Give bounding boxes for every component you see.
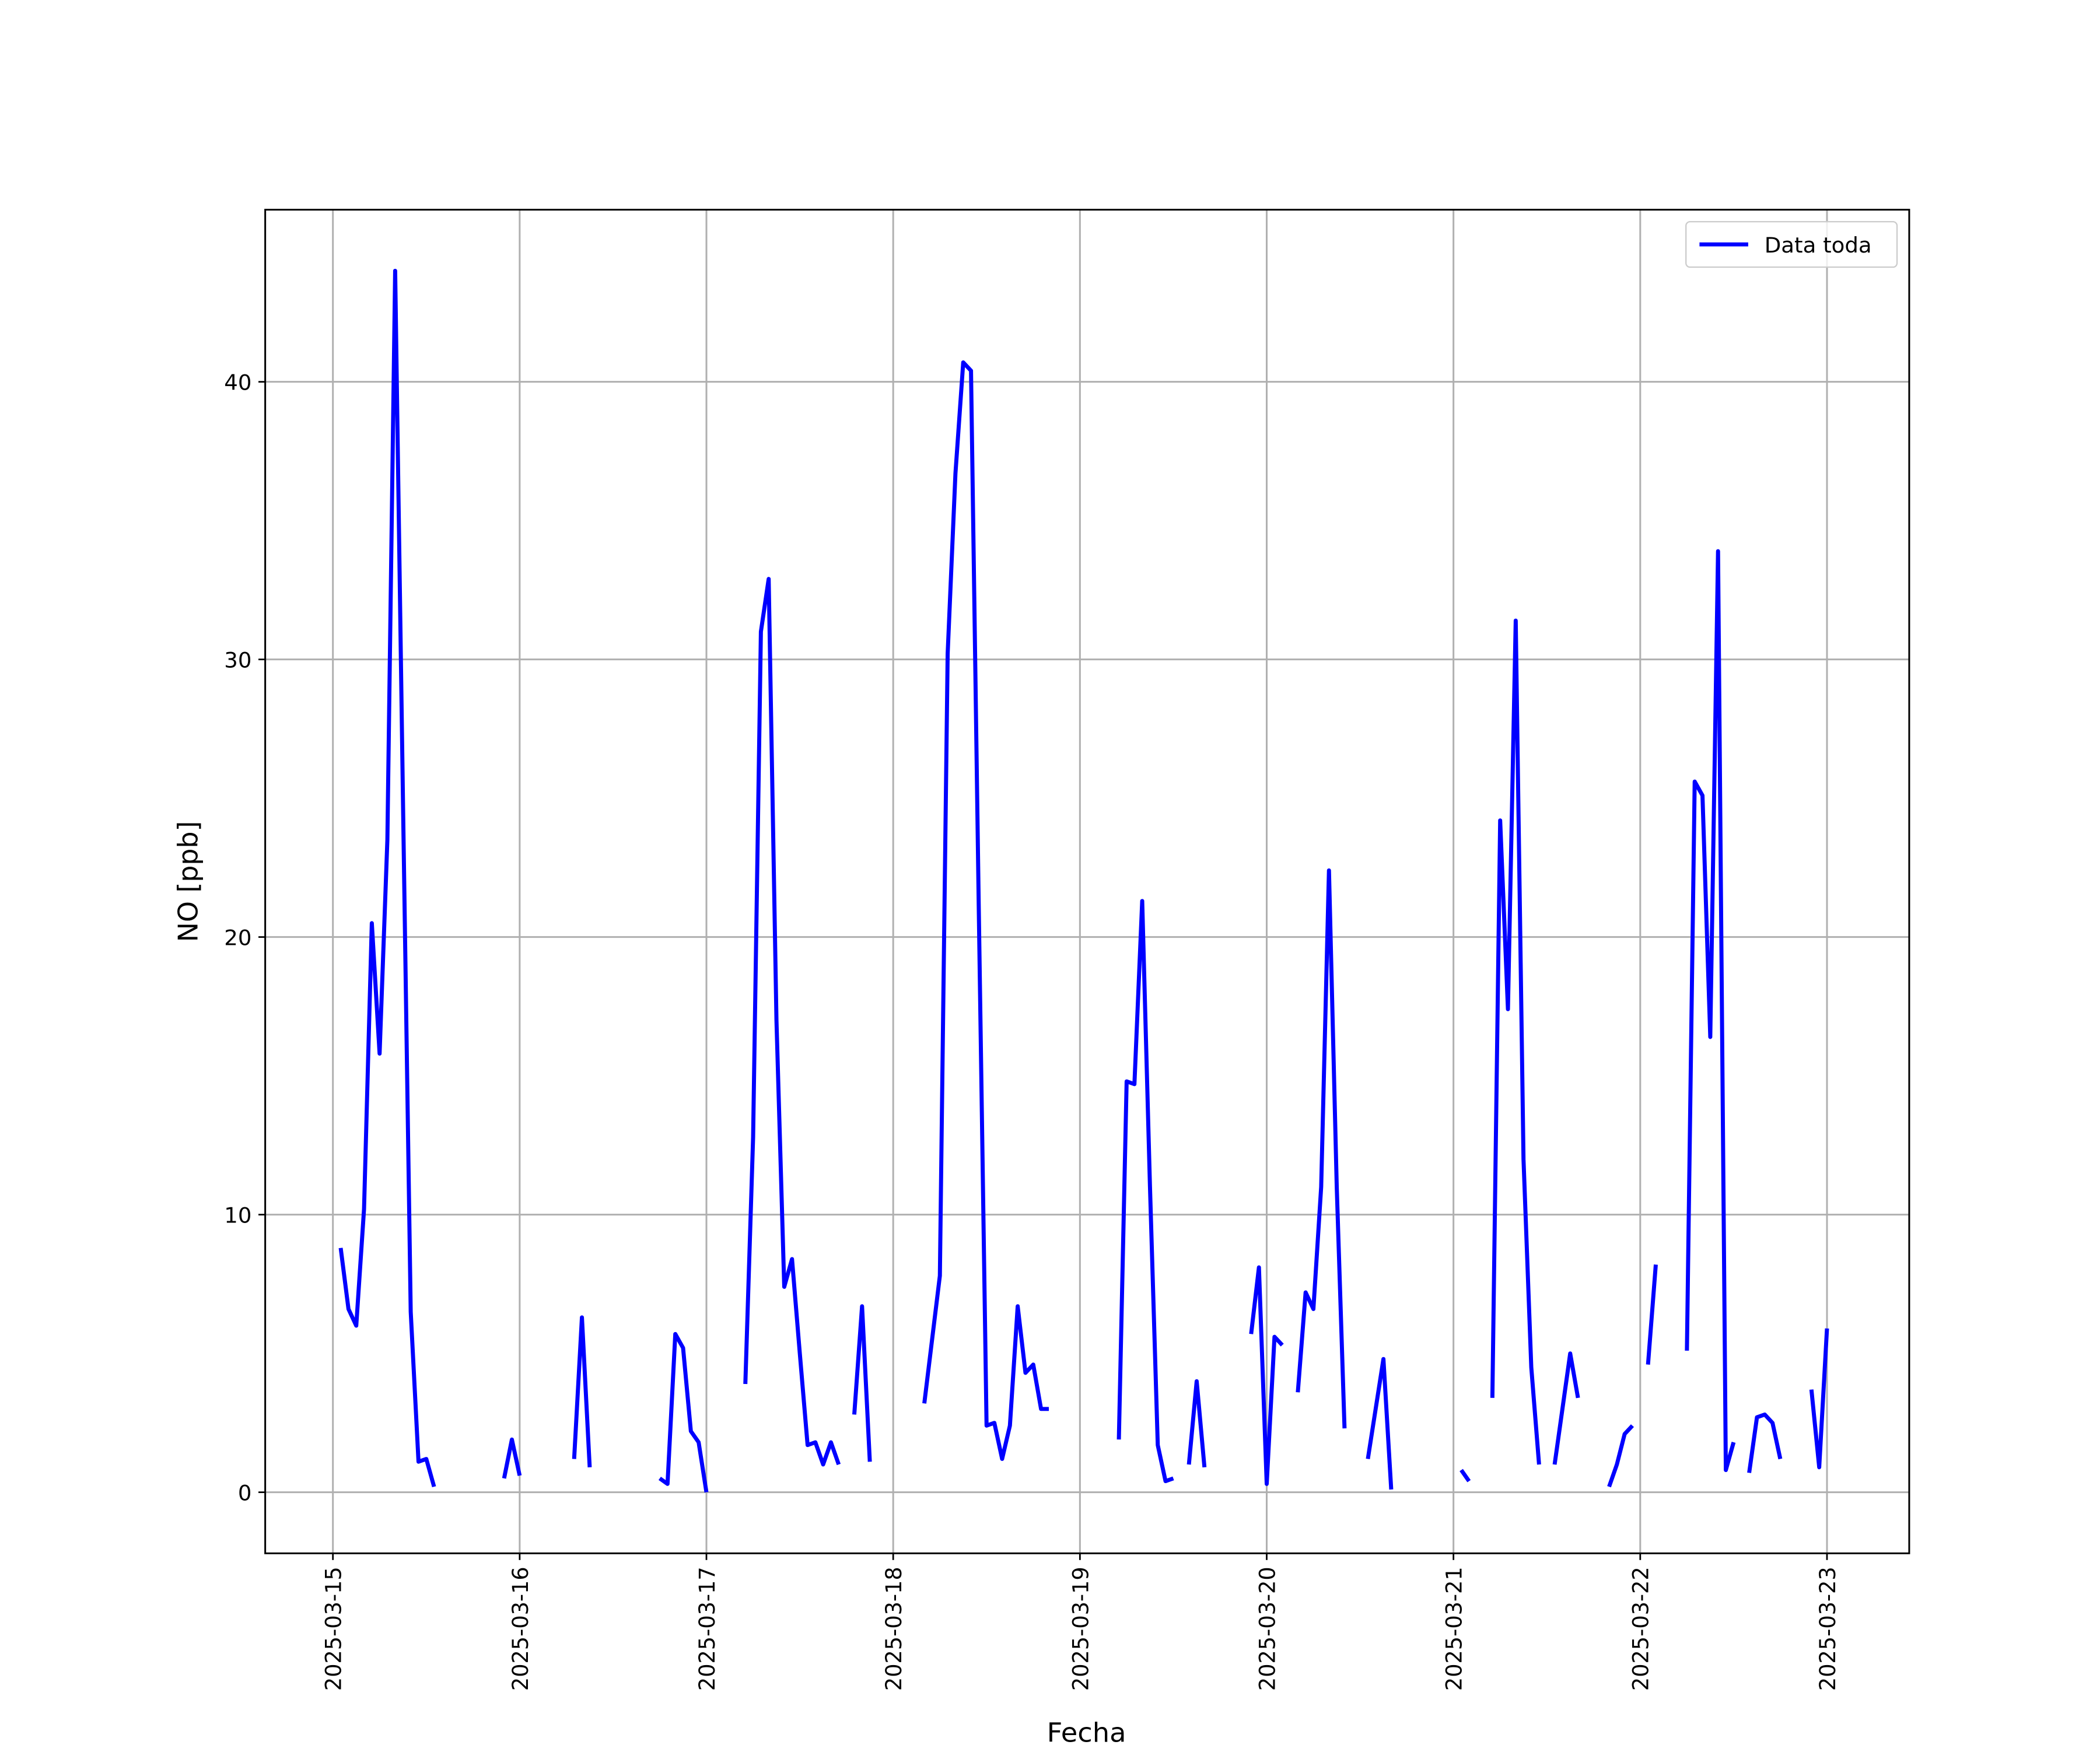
y-tick-label: 20 bbox=[224, 926, 251, 951]
y-axis-label: NO [ppb] bbox=[172, 821, 204, 942]
y-tick-label: 40 bbox=[224, 370, 251, 395]
legend-label: Data toda bbox=[1765, 233, 1872, 258]
x-axis-label: Fecha bbox=[1047, 1717, 1126, 1749]
plot-frame bbox=[264, 209, 1910, 1554]
y-tick-label: 10 bbox=[224, 1203, 251, 1228]
x-tick-label: 2025-03-17 bbox=[695, 1567, 720, 1691]
x-tick-label: 2025-03-19 bbox=[1068, 1567, 1093, 1691]
x-tick-label: 2025-03-22 bbox=[1629, 1567, 1654, 1691]
x-tick-label: 2025-03-15 bbox=[321, 1567, 346, 1691]
legend: Data toda bbox=[1685, 221, 1898, 268]
legend-box bbox=[1685, 221, 1898, 268]
data-line bbox=[338, 268, 1829, 1493]
x-tick-label: 2025-03-21 bbox=[1441, 1567, 1466, 1691]
y-tick-label: 0 bbox=[238, 1481, 252, 1506]
y-tick-label: 30 bbox=[224, 648, 251, 673]
x-tick-label: 2025-03-18 bbox=[881, 1567, 907, 1691]
x-tick-label: 2025-03-20 bbox=[1255, 1567, 1280, 1691]
x-tick-label: 2025-03-23 bbox=[1815, 1567, 1840, 1691]
x-tick-label: 2025-03-16 bbox=[508, 1567, 533, 1691]
